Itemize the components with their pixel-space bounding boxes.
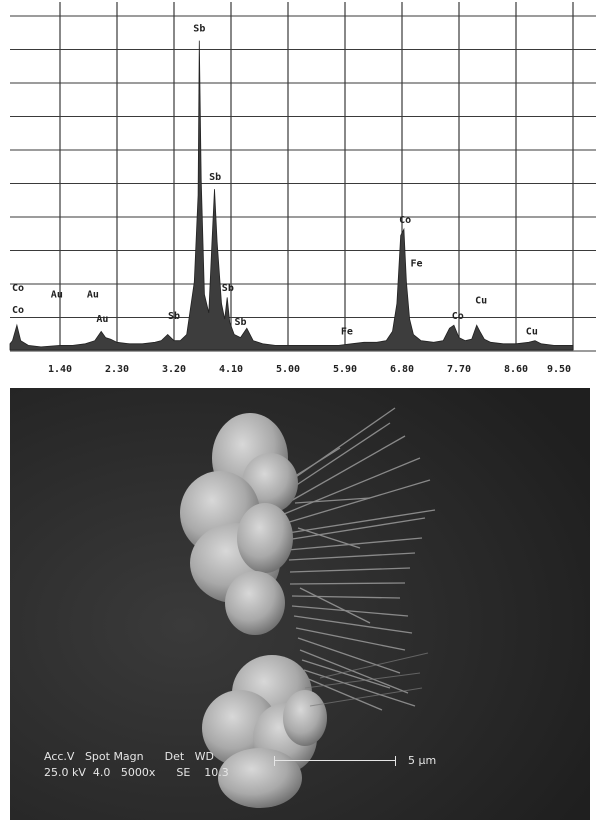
sem-info-header: Acc.V Spot Magn Det WD <box>44 750 214 763</box>
peak-label: Sb <box>222 283 234 294</box>
peak-label: Au <box>96 314 108 325</box>
x-tick-label: 9.50 <box>547 364 571 375</box>
sem-micrograph: Acc.V Spot Magn Det WD 25.0 kV 4.0 5000x… <box>10 388 590 820</box>
peak-label: Au <box>51 289 63 300</box>
x-tick-labels: 1.40 2.30 3.20 4.10 5.00 5.90 6.80 7.70 8.60 9.50 <box>48 364 571 375</box>
peak-label: Fe <box>341 327 353 338</box>
scale-bar <box>274 756 396 766</box>
x-tick-label: 5.90 <box>333 364 357 375</box>
upper-particle-cluster <box>180 413 298 635</box>
peak-label: Sb <box>234 317 246 328</box>
peak-label: Au <box>87 289 99 300</box>
peak-label: Co <box>12 305 24 316</box>
x-tick-label: 8.60 <box>504 364 528 375</box>
x-tick-label: 4.10 <box>219 364 243 375</box>
eds-spectrum-chart: 1.40 2.30 3.20 4.10 5.00 5.90 6.80 7.70 8.60 9.50… <box>9 2 596 375</box>
x-tick-label: 3.20 <box>162 364 186 375</box>
x-tick-label: 1.40 <box>48 364 72 375</box>
stray-strands <box>304 652 429 707</box>
plot-area <box>10 2 596 350</box>
peak-label: Sb <box>209 172 221 183</box>
peak-label: Cu <box>526 327 538 338</box>
x-tick-label: 7.70 <box>447 364 471 375</box>
grid-lines <box>10 2 596 352</box>
x-tick-label: 6.80 <box>390 364 414 375</box>
spectrum-series-area <box>9 40 574 351</box>
scale-bar-label: 5 µm <box>408 754 437 767</box>
peak-label: Sb <box>168 311 180 322</box>
x-tick-label: 2.30 <box>105 364 129 375</box>
nanowire-strands <box>279 407 436 711</box>
peak-label: Cu <box>475 296 487 307</box>
peak-label: Co <box>452 311 464 322</box>
sem-info-values: 25.0 kV 4.0 5000x SE 10.3 <box>44 766 229 779</box>
lower-particle-cluster <box>202 655 327 808</box>
peak-label: Co <box>12 283 24 294</box>
peak-label: Fe <box>411 258 423 269</box>
peak-label: Co <box>399 215 411 226</box>
peak-annotations: Sb Sb Sb Sb Sb Co Co Au Au Au Fe Co Fe Co Cu Cu <box>12 23 538 337</box>
x-tick-label: 5.00 <box>276 364 300 375</box>
peak-label: Sb <box>193 23 205 34</box>
